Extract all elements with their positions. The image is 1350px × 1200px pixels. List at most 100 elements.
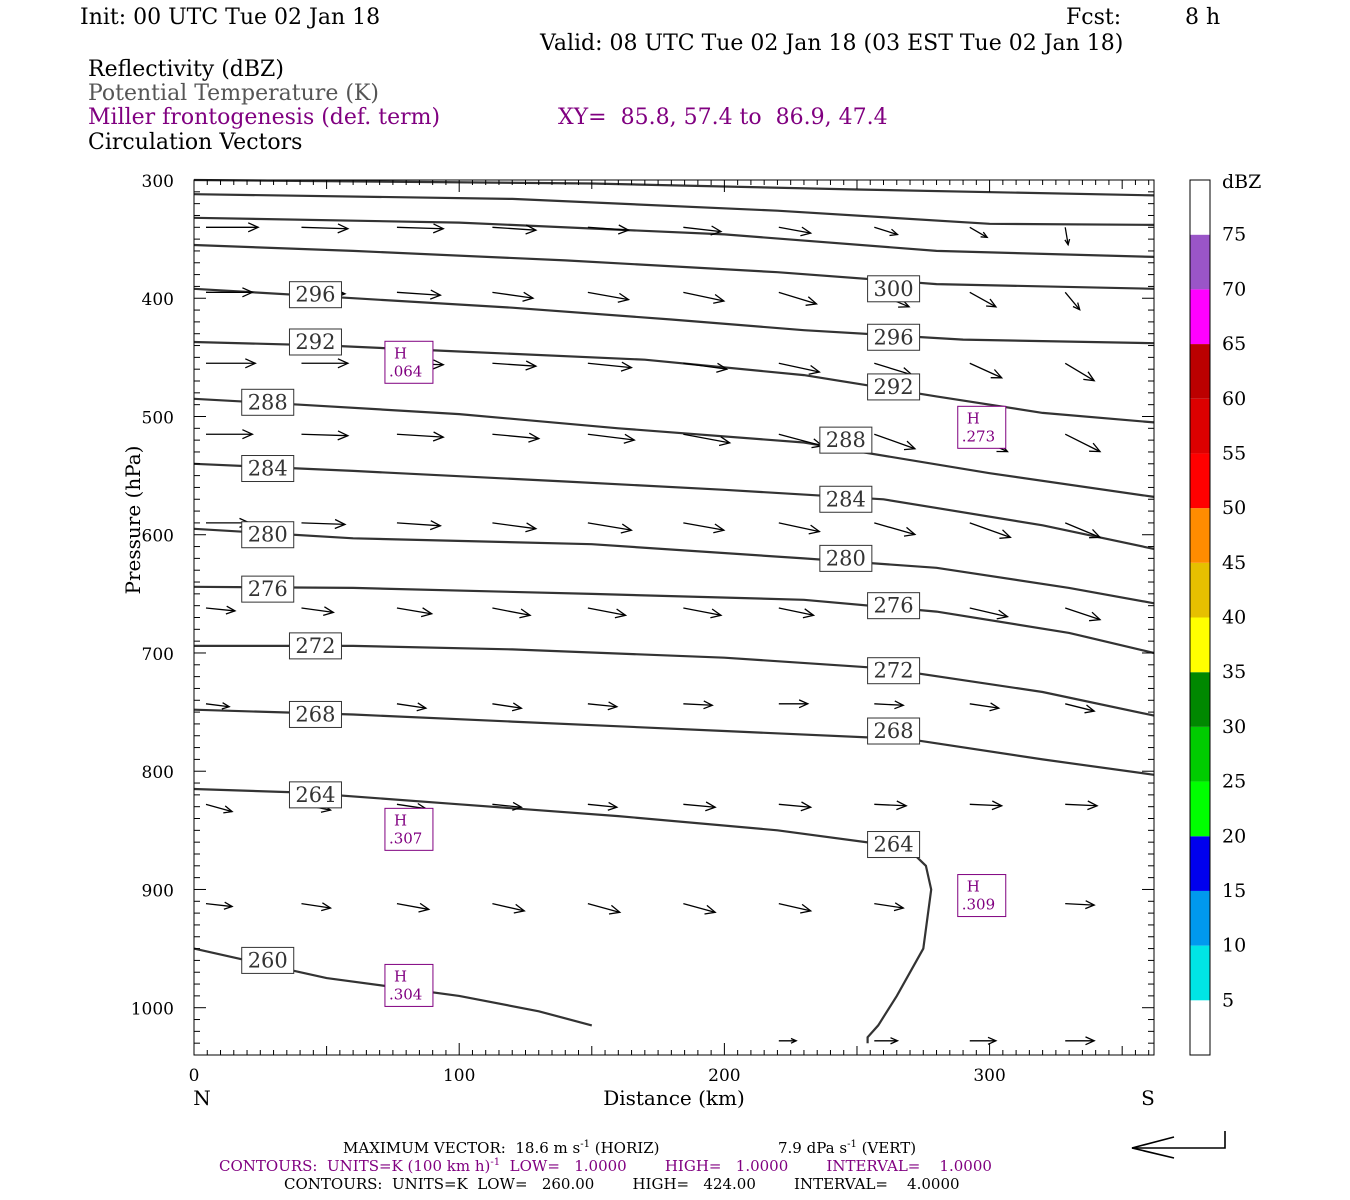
colorbar-unit-label: dBZ <box>1222 171 1261 193</box>
circulation-vector <box>587 433 636 444</box>
colorbar-level-label: 40 <box>1222 607 1246 629</box>
circulation-vector <box>492 607 532 619</box>
svg-text:288: 288 <box>826 428 866 452</box>
colorbar-swatch <box>1190 617 1210 673</box>
theta-contour-labels: 260 264 264 268 268 272 272 276 276 280 280 284 284 2… <box>241 275 921 974</box>
circulation-vector <box>683 291 726 304</box>
theta-contour-304 <box>193 216 1155 258</box>
svg-text:280: 280 <box>248 523 288 547</box>
circulation-vector <box>396 289 442 300</box>
frontogenesis-high: H.304 <box>384 963 434 1007</box>
colorbar-swatch <box>1190 508 1210 563</box>
theta-label-292: 292 <box>288 328 342 356</box>
svg-text:H: H <box>967 409 980 427</box>
x-tick-label: 200 <box>708 1066 740 1086</box>
theta-label-292: 292 <box>867 373 921 401</box>
theta-contour-284 <box>193 462 1155 550</box>
circulation-vector <box>301 606 335 617</box>
x-tick-label: 100 <box>443 1066 475 1086</box>
svg-text:272: 272 <box>295 634 335 658</box>
circulation-vector <box>301 223 350 234</box>
svg-text:292: 292 <box>295 330 335 354</box>
circulation-vector <box>396 223 445 234</box>
circulation-vector <box>683 607 723 619</box>
circulation-vector <box>587 224 631 235</box>
svg-text:264: 264 <box>874 833 914 857</box>
theta-label-272: 272 <box>867 657 921 685</box>
colorbar-level-label: 55 <box>1222 442 1246 464</box>
circulation-vector <box>492 522 538 533</box>
circulation-vector <box>205 605 237 615</box>
y-tick-label: 1000 <box>131 1000 174 1020</box>
circulation-vector <box>301 430 350 441</box>
circulation-vector <box>206 429 254 440</box>
circulation-vector <box>778 226 813 237</box>
circulation-vector <box>206 287 254 298</box>
circulation-vector <box>778 607 816 619</box>
fcst-value: 8 h <box>1185 5 1221 30</box>
x-tick-label: 0 <box>189 1066 200 1086</box>
circulation-vector <box>683 801 717 812</box>
circulation-vector <box>778 362 821 375</box>
circulation-vector <box>1064 291 1081 311</box>
svg-text:268: 268 <box>295 702 335 726</box>
circulation-vector <box>587 607 628 619</box>
circulation-vector <box>492 360 538 371</box>
valid-time: Valid: 08 UTC Tue 02 Jan 18 (03 EST Tue … <box>540 31 1124 56</box>
circulation-vector <box>778 1037 798 1044</box>
theta-label-264: 264 <box>288 781 342 809</box>
circulation-vector <box>874 433 917 451</box>
circulation-vector <box>874 226 900 237</box>
colorbar-swatch <box>1190 945 1210 1001</box>
circulation-vector <box>587 522 633 534</box>
frontogenesis-high: H.309 <box>957 874 1007 918</box>
colorbar-swatch <box>1190 672 1210 727</box>
colorbar-level-label: 45 <box>1222 552 1246 574</box>
fcst-label: Fcst: <box>1066 5 1122 30</box>
xsec-endpoints: XY= 85.8, 57.4 to 86.9, 47.4 <box>558 105 888 130</box>
colorbar-level-label: 20 <box>1222 825 1246 847</box>
colorbar-level-label: 35 <box>1222 661 1246 683</box>
circulation-vector <box>683 225 723 236</box>
x-tick-label: 300 <box>973 1066 1005 1086</box>
theta-contour-300 <box>193 243 1155 290</box>
svg-text:H: H <box>394 967 407 985</box>
circulation-vector <box>874 800 908 811</box>
theta-label-300: 300 <box>867 275 921 303</box>
circulation-vector <box>969 226 989 239</box>
circulation-vector <box>874 902 905 912</box>
colorbar-level-label: 75 <box>1222 224 1246 246</box>
circulation-vector <box>492 801 523 811</box>
theta-contour-264 <box>193 787 933 1044</box>
theta-contour-296 <box>193 287 1155 345</box>
colorbar-level-label: 25 <box>1222 771 1246 793</box>
circulation-vector <box>205 901 234 910</box>
circulation-vector <box>683 903 717 915</box>
theta-label-284: 284 <box>241 455 295 483</box>
theta-label-276: 276 <box>241 575 295 603</box>
theta-contour-276 <box>193 585 1155 655</box>
theta-label-260: 260 <box>241 946 295 974</box>
colorbar-swatch <box>1190 180 1210 235</box>
circulation-vector <box>1064 522 1102 539</box>
circulation-vector <box>1065 703 1096 714</box>
colorbar-level-label: 30 <box>1222 716 1246 738</box>
circulation-vector <box>396 902 431 913</box>
theta-label-296: 296 <box>288 281 342 309</box>
colorbar-swatch <box>1190 289 1210 345</box>
colorbar-level-label: 65 <box>1222 333 1246 355</box>
colorbar-swatch <box>1190 344 1210 399</box>
theta-label-272: 272 <box>288 632 342 660</box>
y-tick-label: 800 <box>142 763 174 783</box>
plot-frame <box>193 179 1155 1056</box>
footer-contours-frontogenesis: CONTOURS: UNITS=K (100 km h)-1 LOW= 1.00… <box>219 1157 992 1175</box>
circulation-vector <box>587 903 622 915</box>
theta-label-264: 264 <box>867 831 921 859</box>
circulation-vector <box>301 358 350 369</box>
y-tick-label: 500 <box>142 408 174 428</box>
svg-text:280: 280 <box>826 546 866 570</box>
y-tick-label: 600 <box>142 527 174 547</box>
theta-label-288: 288 <box>819 426 873 454</box>
